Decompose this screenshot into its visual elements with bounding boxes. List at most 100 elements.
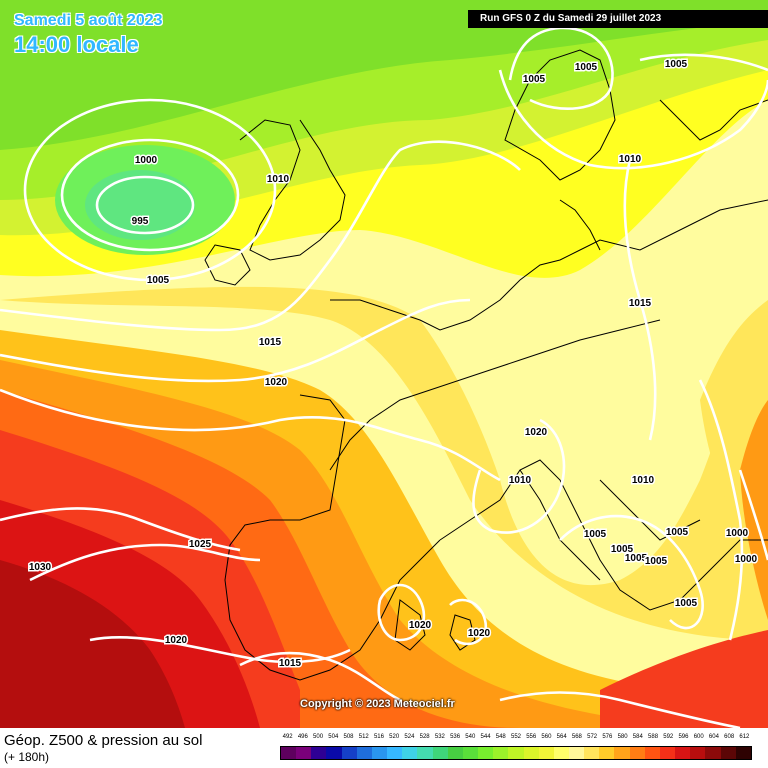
isobar-label: 1000 <box>135 155 158 166</box>
isobar-label: 1025 <box>189 539 212 550</box>
scale-swatch <box>735 747 751 759</box>
run-info-banner: Run GFS 0 Z du Samedi 29 juillet 2023 <box>468 10 768 28</box>
scale-swatch <box>417 747 433 759</box>
scale-swatch <box>659 747 676 759</box>
isobar-label: 1005 <box>666 527 689 538</box>
isobar-label: 1020 <box>409 620 432 631</box>
scale-label: 532 <box>434 734 445 740</box>
isobar-label: 1015 <box>279 658 302 669</box>
scale-swatch <box>296 747 312 759</box>
scale-swatch <box>584 747 600 759</box>
isobar-label: 1020 <box>468 628 491 639</box>
scale-swatch <box>614 747 630 759</box>
isobar-label: 1005 <box>611 544 634 555</box>
isobar-label: 1005 <box>665 59 688 70</box>
isobar-label: 1010 <box>619 154 642 165</box>
scale-swatch <box>371 747 388 759</box>
isobar-label: 1020 <box>525 427 548 438</box>
isobar-label: 1000 <box>735 554 758 565</box>
scale-swatch <box>538 747 554 759</box>
isobar-label: 1005 <box>147 275 170 286</box>
scale-label: 552 <box>510 734 522 740</box>
scale-label: 492 <box>282 734 293 740</box>
scale-label: 524 <box>404 734 415 740</box>
scale-swatch <box>675 747 691 759</box>
scale-label: 520 <box>389 734 400 740</box>
scale-swatch <box>553 747 569 759</box>
legend-title: Géop. Z500 & pression au sol <box>4 732 203 749</box>
scale-label: 560 <box>541 734 552 740</box>
forecast-date: Samedi 5 août 2023 <box>14 12 163 29</box>
scale-swatch <box>568 747 585 759</box>
isobar-label: 1005 <box>675 598 698 609</box>
scale-label: 604 <box>708 734 719 740</box>
scale-label: 568 <box>571 734 582 740</box>
scale-label: 508 <box>343 734 354 740</box>
scale-swatch <box>326 747 342 759</box>
scale-swatch <box>356 747 372 759</box>
scale-swatch <box>629 747 645 759</box>
scale-label: 584 <box>632 734 643 740</box>
scale-label: 612 <box>739 734 750 740</box>
scale-swatch <box>432 747 448 759</box>
scale-label: 540 <box>465 734 476 740</box>
scale-label: 504 <box>328 734 339 740</box>
isobar-label: 1005 <box>575 62 598 73</box>
isobar-label: 1015 <box>259 337 282 348</box>
scale-swatch <box>462 747 479 759</box>
scale-swatch <box>311 747 327 759</box>
scale-label: 528 <box>419 734 430 740</box>
isobar-label: 1005 <box>584 529 607 540</box>
scale-swatch <box>644 747 660 759</box>
scale-swatch <box>705 747 721 759</box>
scale-label: 576 <box>602 734 613 740</box>
scale-label: 600 <box>693 734 704 740</box>
isobar-label: 1005 <box>523 74 546 85</box>
isobar-label: 995 <box>132 216 149 227</box>
scale-label: 512 <box>358 734 369 740</box>
z500-fill-band <box>600 630 768 728</box>
scale-swatch <box>720 747 736 759</box>
legend-subtitle: (+ 180h) <box>4 750 50 764</box>
scale-label: 572 <box>587 734 598 740</box>
scale-swatch <box>508 747 524 759</box>
z500-fill-band <box>0 286 768 640</box>
scale-label: 556 <box>526 734 537 740</box>
scale-swatch <box>523 747 539 759</box>
scale-swatch <box>690 747 706 759</box>
scale-label: 608 <box>724 734 735 740</box>
isobar-label: 1005 <box>625 553 648 564</box>
scale-label: 548 <box>495 734 506 740</box>
scale-label: 564 <box>556 734 567 740</box>
isobar-label: 1020 <box>265 377 288 388</box>
low-pressure-core <box>85 170 195 240</box>
scale-label: 596 <box>678 734 689 740</box>
isobar-label: 1010 <box>509 475 532 486</box>
scale-label: 536 <box>450 734 461 740</box>
scale-label: 500 <box>313 734 324 740</box>
forecast-time: 14:00 locale <box>14 32 139 57</box>
isobar-label: 1020 <box>165 635 188 646</box>
scale-swatch <box>402 747 418 759</box>
isobar-label: 1010 <box>267 174 290 185</box>
scale-label: 544 <box>480 734 491 740</box>
scale-label: 496 <box>297 734 308 740</box>
scale-label: 516 <box>373 734 384 740</box>
scale-swatch <box>281 747 297 759</box>
isobar-label: 1005 <box>645 556 668 567</box>
z500-fill-band <box>0 560 185 728</box>
scale-swatch <box>387 747 403 759</box>
scale-swatch <box>447 747 463 759</box>
scale-swatch <box>493 747 509 759</box>
scale-swatch <box>599 747 615 759</box>
isobars <box>0 26 768 728</box>
scale-swatch <box>341 747 357 759</box>
colour-scale-labels: 492 496 500 504 508 512 516 520 524 528 532 536 540 5… <box>280 732 752 746</box>
isobar-label: 1030 <box>29 562 52 573</box>
copyright-notice: Copyright © 2023 Meteociel.fr <box>300 698 455 710</box>
isobar-label: 1000 <box>726 528 749 539</box>
scale-label: 588 <box>648 734 659 740</box>
scale-label: 580 <box>617 734 628 740</box>
